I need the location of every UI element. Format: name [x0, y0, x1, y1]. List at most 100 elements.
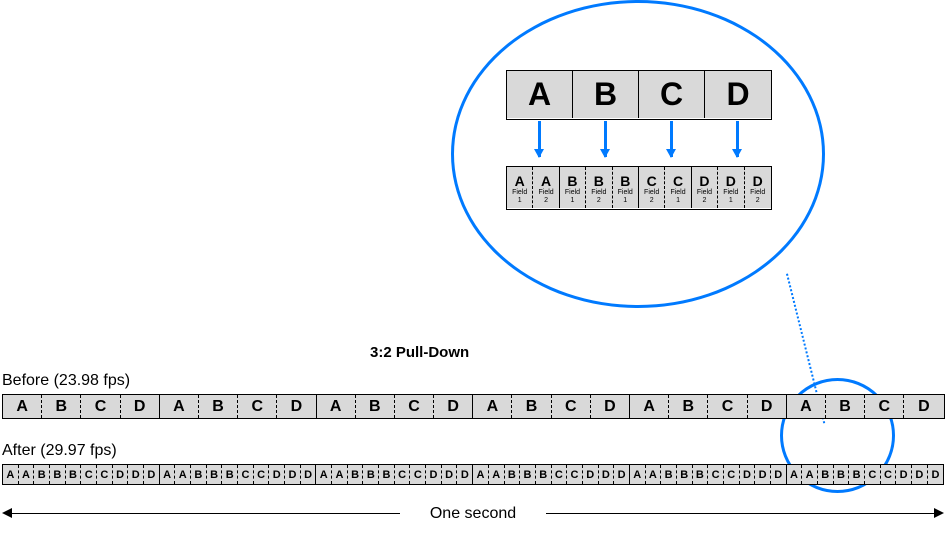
after-field-cell: A: [802, 465, 818, 484]
field-number: 2: [597, 197, 601, 205]
after-field-cell: D: [771, 465, 787, 484]
magnifier-field-cell: AField2: [533, 167, 559, 208]
after-field-cell: A: [175, 465, 191, 484]
before-frame-cell: D: [434, 395, 473, 418]
before-frame-cell: D: [904, 395, 943, 418]
field-label-text: Field: [538, 189, 553, 197]
after-field-cell: A: [489, 465, 505, 484]
before-frame-cell: D: [277, 395, 316, 418]
before-frame-cell: A: [787, 395, 826, 418]
after-field-cell: C: [724, 465, 740, 484]
after-field-cell: C: [708, 465, 724, 484]
after-field-cell: B: [693, 465, 709, 484]
field-letter: D: [726, 173, 736, 189]
field-label-text: Field: [670, 189, 685, 197]
after-field-cell: B: [348, 465, 364, 484]
after-field-cell: D: [599, 465, 615, 484]
before-frame-cell: B: [512, 395, 551, 418]
field-label-text: Field: [697, 189, 712, 197]
after-field-cell: D: [301, 465, 317, 484]
after-field-cell: D: [896, 465, 912, 484]
before-frame-cell: B: [356, 395, 395, 418]
after-field-cell: D: [269, 465, 285, 484]
after-field-cell: D: [128, 465, 144, 484]
field-number: 1: [571, 197, 575, 205]
field-number: 2: [650, 197, 654, 205]
before-label: Before (23.98 fps): [2, 372, 130, 390]
field-number: 2: [544, 197, 548, 205]
after-field-cell: C: [395, 465, 411, 484]
after-field-cell: C: [254, 465, 270, 484]
after-field-cell: D: [928, 465, 944, 484]
after-field-cell: D: [285, 465, 301, 484]
field-number: 1: [518, 197, 522, 205]
magnifier-field-cell: DField1: [718, 167, 744, 208]
field-letter: C: [673, 173, 683, 189]
after-field-cell: C: [881, 465, 897, 484]
after-field-cell: A: [316, 465, 332, 484]
after-field-cell: B: [520, 465, 536, 484]
magnifier-source-cell: A: [507, 71, 573, 118]
magnifier-source-cell: C: [639, 71, 705, 118]
before-frame-cell: C: [81, 395, 120, 418]
after-field-cell: A: [160, 465, 176, 484]
after-field-cell: B: [818, 465, 834, 484]
after-field-cell: B: [363, 465, 379, 484]
before-frame-cell: D: [121, 395, 160, 418]
after-field-cell: B: [849, 465, 865, 484]
magnifier-source-cell: B: [573, 71, 639, 118]
field-label-text: Field: [591, 189, 606, 197]
field-letter: B: [567, 173, 577, 189]
after-field-cell: C: [97, 465, 113, 484]
before-frame-cell: A: [160, 395, 199, 418]
magnifier-field-cell: BField1: [613, 167, 639, 208]
field-letter: A: [541, 173, 551, 189]
field-number: 1: [676, 197, 680, 205]
after-field-cell: A: [646, 465, 662, 484]
diagram-title: 3:2 Pull-Down: [370, 344, 469, 361]
field-letter: B: [594, 173, 604, 189]
field-label-text: Field: [512, 189, 527, 197]
before-frame-cell: A: [3, 395, 42, 418]
field-number: 2: [756, 197, 760, 205]
magnifier-field-cell: AField1: [507, 167, 533, 208]
after-field-cell: B: [191, 465, 207, 484]
magnifier-arrow: [670, 121, 673, 157]
before-frame-cell: C: [708, 395, 747, 418]
before-frame-cell: B: [826, 395, 865, 418]
before-frame-cell: D: [748, 395, 787, 418]
after-field-cell: D: [426, 465, 442, 484]
field-number: 1: [623, 197, 627, 205]
magnifier-field-cell: DField2: [745, 167, 771, 208]
after-field-cell: D: [457, 465, 473, 484]
after-field-cell: D: [442, 465, 458, 484]
magnifier-field-cell: CField1: [665, 167, 691, 208]
after-field-cell: D: [912, 465, 928, 484]
field-label-text: Field: [644, 189, 659, 197]
magnifier-field-cell: BField1: [560, 167, 586, 208]
after-field-cell: D: [740, 465, 756, 484]
after-field-cell: A: [19, 465, 35, 484]
magnifier-arrow: [538, 121, 541, 157]
after-field-cell: A: [3, 465, 19, 484]
magnifier-source-cell: D: [705, 71, 771, 118]
after-label: After (29.97 fps): [2, 442, 117, 460]
after-field-cell: C: [567, 465, 583, 484]
before-frame-cell: B: [199, 395, 238, 418]
magnifier-field-cell: CField2: [639, 167, 665, 208]
field-label-text: Field: [565, 189, 580, 197]
after-field-cell: B: [677, 465, 693, 484]
field-label-text: Field: [750, 189, 765, 197]
field-label-text: Field: [723, 189, 738, 197]
field-label-text: Field: [618, 189, 633, 197]
magnifier-field-cell: DField2: [692, 167, 718, 208]
before-frame-cell: B: [42, 395, 81, 418]
after-field-cell: B: [661, 465, 677, 484]
after-field-cell: A: [630, 465, 646, 484]
after-field-cell: B: [34, 465, 50, 484]
before-frame-cell: C: [552, 395, 591, 418]
magnifier-arrow: [604, 121, 607, 157]
after-field-cell: B: [207, 465, 223, 484]
before-frame-cell: A: [473, 395, 512, 418]
after-row: AABBBCCDDDAABBBCCDDDAABBBCCDDDAABBBCCDDD…: [2, 464, 944, 485]
